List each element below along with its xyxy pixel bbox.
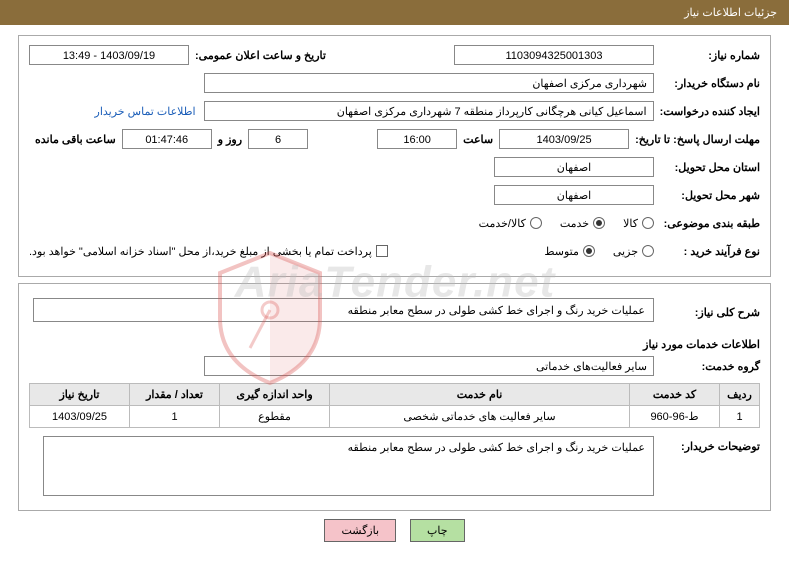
radio-service-label: خدمت bbox=[560, 217, 589, 230]
creator-label: ایجاد کننده درخواست: bbox=[660, 105, 760, 118]
row-category: طبقه بندی موضوعی: کالا خدمت کالا/خدمت bbox=[29, 212, 760, 234]
td-code: ط-96-960 bbox=[630, 406, 720, 428]
desc-label: شرح کلی نیاز: bbox=[660, 306, 760, 319]
days-field: 6 bbox=[248, 129, 308, 149]
row-need-number: شماره نیاز: 1103094325001303 تاریخ و ساع… bbox=[29, 44, 760, 66]
radio-minor-label: جزیی bbox=[613, 245, 638, 258]
radio-both-label: کالا/خدمت bbox=[479, 217, 526, 230]
td-qty: 1 bbox=[130, 406, 220, 428]
main-panel: شماره نیاز: 1103094325001303 تاریخ و ساع… bbox=[18, 35, 771, 277]
radio-service[interactable]: خدمت bbox=[560, 217, 605, 230]
days-label: روز و bbox=[218, 133, 242, 146]
deadline-time: 16:00 bbox=[377, 129, 457, 149]
radio-minor[interactable]: جزیی bbox=[613, 245, 654, 258]
title-bar: جزئیات اطلاعات نیاز bbox=[0, 0, 789, 25]
buyer-org-field: شهرداری مرکزی اصفهان bbox=[204, 73, 654, 93]
buyer-note-box: عملیات خرید رنگ و اجرای خط کشی طولی در س… bbox=[43, 436, 654, 496]
deadline-label: مهلت ارسال پاسخ: تا تاریخ: bbox=[635, 133, 760, 146]
print-button[interactable]: چاپ bbox=[410, 519, 465, 542]
process-radio-group: جزیی متوسط bbox=[544, 245, 654, 258]
buyer-org-label: نام دستگاه خریدار: bbox=[660, 77, 760, 90]
detail-panel: شرح کلی نیاز: عملیات خرید رنگ و اجرای خط… bbox=[18, 283, 771, 511]
radio-dot-icon bbox=[642, 217, 654, 229]
city-field: اصفهان bbox=[494, 185, 654, 205]
radio-dot-icon bbox=[642, 245, 654, 257]
announce-field: 1403/09/19 - 13:49 bbox=[29, 45, 189, 65]
row-city: شهر محل تحویل: اصفهان bbox=[29, 184, 760, 206]
row-desc: شرح کلی نیاز: عملیات خرید رنگ و اجرای خط… bbox=[29, 292, 760, 332]
remain-field: 01:47:46 bbox=[122, 129, 212, 149]
td-date: 1403/09/25 bbox=[30, 406, 130, 428]
deadline-date: 1403/09/25 bbox=[499, 129, 629, 149]
radio-medium-label: متوسط bbox=[544, 245, 579, 258]
table-row: 1 ط-96-960 سایر فعالیت های خدماتی شخصی م… bbox=[30, 406, 760, 428]
radio-medium[interactable]: متوسط bbox=[544, 245, 595, 258]
th-date: تاریخ نیاز bbox=[30, 384, 130, 406]
group-label: گروه خدمت: bbox=[660, 360, 760, 373]
row-province: استان محل تحویل: اصفهان bbox=[29, 156, 760, 178]
need-no-label: شماره نیاز: bbox=[660, 49, 760, 62]
section-head: اطلاعات خدمات مورد نیاز bbox=[29, 338, 760, 351]
row-process-type: نوع فرآیند خرید : جزیی متوسط پرداخت تمام… bbox=[29, 240, 760, 262]
radio-goods-label: کالا bbox=[623, 217, 638, 230]
process-label: نوع فرآیند خرید : bbox=[660, 245, 760, 258]
desc-box: عملیات خرید رنگ و اجرای خط کشی طولی در س… bbox=[33, 298, 654, 322]
remain-label: ساعت باقی مانده bbox=[35, 133, 116, 146]
radio-dot-icon bbox=[583, 245, 595, 257]
services-table: ردیف کد خدمت نام خدمت واحد اندازه گیری ت… bbox=[29, 383, 760, 428]
row-creator: ایجاد کننده درخواست: اسماعیل کیانی هرچگا… bbox=[29, 100, 760, 122]
need-no-field: 1103094325001303 bbox=[454, 45, 654, 65]
treasury-checkbox[interactable] bbox=[376, 245, 388, 257]
row-buyer-org: نام دستگاه خریدار: شهرداری مرکزی اصفهان bbox=[29, 72, 760, 94]
row-buyer-note: توضیحات خریدار: عملیات خرید رنگ و اجرای … bbox=[29, 436, 760, 496]
treasury-label: پرداخت تمام یا بخشی از مبلغ خرید،از محل … bbox=[29, 245, 372, 258]
back-button[interactable]: بازگشت bbox=[324, 519, 396, 542]
td-name: سایر فعالیت های خدماتی شخصی bbox=[330, 406, 630, 428]
time-label: ساعت bbox=[463, 133, 493, 146]
row-group: گروه خدمت: سایر فعالیت‌های خدماتی bbox=[29, 355, 760, 377]
radio-goods[interactable]: کالا bbox=[623, 217, 654, 230]
radio-dot-icon bbox=[593, 217, 605, 229]
radio-both[interactable]: کالا/خدمت bbox=[479, 217, 542, 230]
th-name: نام خدمت bbox=[330, 384, 630, 406]
button-bar: چاپ بازگشت bbox=[0, 519, 789, 542]
buyer-note-label: توضیحات خریدار: bbox=[660, 436, 760, 453]
table-header-row: ردیف کد خدمت نام خدمت واحد اندازه گیری ت… bbox=[30, 384, 760, 406]
group-field: سایر فعالیت‌های خدماتی bbox=[204, 356, 654, 376]
th-unit: واحد اندازه گیری bbox=[220, 384, 330, 406]
row-deadline: مهلت ارسال پاسخ: تا تاریخ: 1403/09/25 سا… bbox=[29, 128, 760, 150]
city-label: شهر محل تحویل: bbox=[660, 189, 760, 202]
td-row: 1 bbox=[720, 406, 760, 428]
province-field: اصفهان bbox=[494, 157, 654, 177]
category-label: طبقه بندی موضوعی: bbox=[660, 217, 760, 230]
province-label: استان محل تحویل: bbox=[660, 161, 760, 174]
td-unit: مقطوع bbox=[220, 406, 330, 428]
category-radio-group: کالا خدمت کالا/خدمت bbox=[479, 217, 654, 230]
th-code: کد خدمت bbox=[630, 384, 720, 406]
contact-link[interactable]: اطلاعات تماس خریدار bbox=[95, 105, 196, 118]
th-row: ردیف bbox=[720, 384, 760, 406]
radio-dot-icon bbox=[530, 217, 542, 229]
th-qty: تعداد / مقدار bbox=[130, 384, 220, 406]
announce-label: تاریخ و ساعت اعلان عمومی: bbox=[195, 49, 326, 62]
creator-field: اسماعیل کیانی هرچگانی کارپرداز منطقه 7 ش… bbox=[204, 101, 654, 121]
